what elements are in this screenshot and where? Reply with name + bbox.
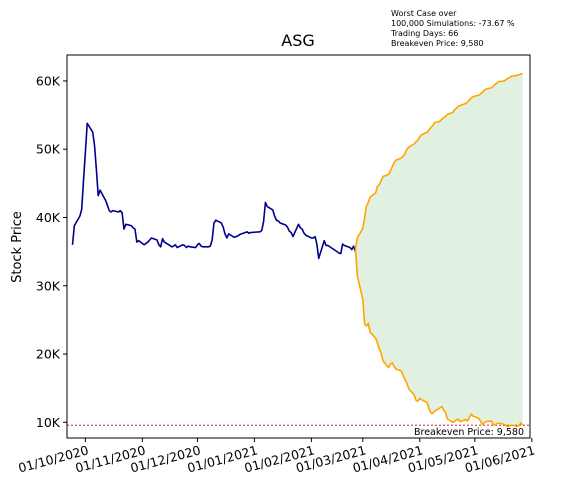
y-tick-label: 10K xyxy=(36,415,61,430)
y-tick-label: 60K xyxy=(36,73,61,88)
simulation-range-area xyxy=(355,73,523,427)
y-tick-label: 20K xyxy=(36,347,61,362)
simulation-note-line-1: Worst Case over xyxy=(391,9,457,18)
projection-worst-line xyxy=(354,248,524,428)
chart-title: ASG xyxy=(281,31,315,50)
y-tick-label: 40K xyxy=(36,210,61,225)
y-axis-label: Stock Price xyxy=(10,211,25,283)
simulation-note: Worst Case over 100,000 Simulations: -73… xyxy=(390,9,515,48)
history-price-line xyxy=(71,122,357,260)
plot-frame xyxy=(66,54,531,439)
simulation-note-line-4: Breakeven Price: 9,580 xyxy=(391,39,484,48)
breakeven-label: Breakeven Price: 9,580 xyxy=(414,427,524,438)
plot-area xyxy=(67,72,530,428)
y-tick-label: 30K xyxy=(36,278,61,293)
projection-best-line xyxy=(354,72,523,249)
y-tick-label: 50K xyxy=(36,142,61,157)
simulation-note-line-2: 100,000 Simulations: -73.67 % xyxy=(391,19,515,28)
simulation-note-line-3: Trading Days: 66 xyxy=(390,29,458,38)
